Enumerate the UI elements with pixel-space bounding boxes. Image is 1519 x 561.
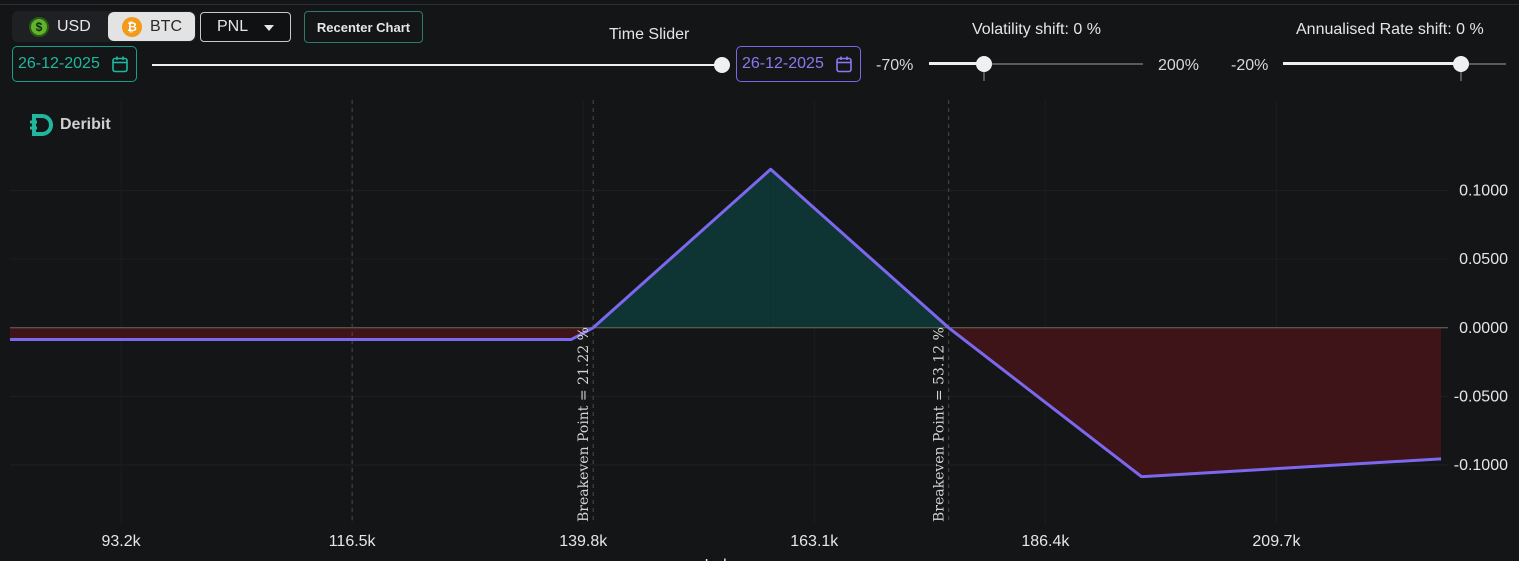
top-divider xyxy=(0,4,1519,5)
usd-label: USD xyxy=(57,17,91,35)
start-date-picker[interactable]: 26-12-2025 xyxy=(12,46,137,82)
mode-select[interactable]: PNL xyxy=(200,12,291,42)
btc-label: BTC xyxy=(150,17,182,35)
time-slider-title: Time Slider xyxy=(609,26,690,43)
deribit-logo-icon xyxy=(30,114,53,136)
time-slider-thumb[interactable] xyxy=(714,57,730,73)
end-date-picker[interactable]: 26-12-2025 xyxy=(736,46,861,82)
loss-area xyxy=(1141,327,1442,477)
deribit-logo: Deribit xyxy=(28,113,111,137)
x-tick-label: 139.8k xyxy=(559,533,608,550)
breakeven-label: Breakeven Point = 21.22 % xyxy=(576,327,592,522)
pnl-line xyxy=(10,167,1442,479)
y-tick-label: 0.1000 xyxy=(1459,183,1508,200)
volatility-slider-thumb[interactable] xyxy=(976,56,993,72)
y-tick-label: -0.0500 xyxy=(1454,388,1508,405)
calendar-icon xyxy=(836,56,852,73)
volatility-slider-title: Volatility shift: 0 % xyxy=(972,21,1101,38)
rate-slider-title: Annualised Rate shift: 0 % xyxy=(1296,21,1484,38)
end-date-value: 26-12-2025 xyxy=(742,55,824,72)
y-tick-label: 0.0000 xyxy=(1459,320,1508,337)
rate-slider-fill xyxy=(1283,62,1462,65)
deribit-logo-text: Deribit xyxy=(60,116,111,133)
dollar-coin-icon: $ xyxy=(29,16,49,37)
x-tick-label: 209.7k xyxy=(1252,533,1301,550)
caret-down-icon xyxy=(264,25,274,31)
bitcoin-coin-icon: ₿ xyxy=(122,16,142,37)
breakeven-label: Breakeven Point = 53.12 % xyxy=(932,327,948,522)
loss-area xyxy=(10,327,572,340)
volatility-min-label: -70% xyxy=(876,57,914,74)
btc-toggle-button[interactable]: ₿ BTC xyxy=(108,12,195,41)
mode-select-value: PNL xyxy=(217,18,249,35)
rate-slider-thumb[interactable] xyxy=(1453,56,1470,72)
y-tick-label: 0.0500 xyxy=(1459,251,1508,268)
rate-min-label: -20% xyxy=(1231,57,1269,74)
rate-slider[interactable] xyxy=(1283,56,1506,81)
volatility-max-label: 200% xyxy=(1158,57,1199,74)
x-axis-title: Index xyxy=(704,557,743,561)
x-tick-label: 93.2k xyxy=(102,533,142,550)
x-tick-label: 163.1k xyxy=(790,533,839,550)
currency-toggle: $ USD ₿ BTC xyxy=(12,11,196,42)
volatility-slider-fill xyxy=(929,62,985,65)
volatility-slider[interactable] xyxy=(929,56,1143,81)
time-slider[interactable] xyxy=(152,57,730,73)
start-date-value: 26-12-2025 xyxy=(18,55,100,72)
calendar-icon xyxy=(112,56,128,73)
usd-toggle-button[interactable]: $ USD xyxy=(14,12,106,41)
x-tick-label: 116.5k xyxy=(329,533,377,550)
rate-zero-tick xyxy=(1460,71,1463,81)
y-tick-label: -0.1000 xyxy=(1454,457,1508,474)
volatility-zero-tick xyxy=(983,71,986,81)
recenter-chart-button[interactable]: Recenter Chart xyxy=(304,11,423,43)
x-tick-label: 186.4k xyxy=(1021,533,1070,550)
